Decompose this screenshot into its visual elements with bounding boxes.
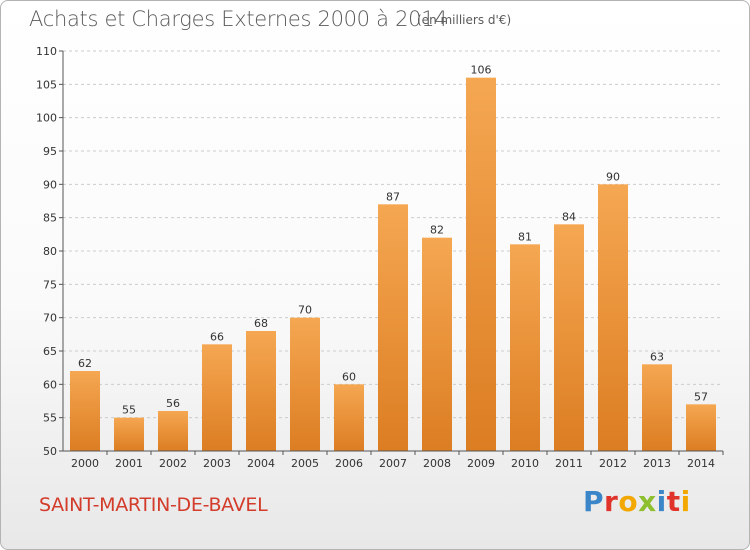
bar (554, 224, 584, 451)
data-label: 81 (518, 230, 532, 243)
chart-unit-note: (en milliers d'€) (417, 13, 512, 27)
x-tick-label: 2003 (203, 457, 231, 470)
data-label: 70 (298, 304, 312, 317)
y-tick-label: 55 (43, 412, 57, 425)
y-tick-label: 50 (43, 445, 57, 458)
bar (158, 411, 188, 451)
data-label: 62 (78, 357, 92, 370)
logo-letter: o (618, 485, 639, 518)
data-label: 90 (606, 170, 620, 183)
data-label: 60 (342, 370, 356, 383)
bars (70, 77, 716, 452)
x-tick-label: 2010 (511, 457, 539, 470)
bar (466, 77, 496, 452)
y-tick-label: 110 (36, 45, 57, 58)
axes: 50 55 60 65 70 75 80 85 90 95 100 105 110 2000 2001 200… (36, 45, 724, 470)
x-tick-label: 2008 (423, 457, 451, 470)
data-label: 56 (166, 397, 180, 410)
bar (202, 344, 232, 451)
x-tick-label: 2004 (247, 457, 275, 470)
data-label: 57 (694, 390, 708, 403)
data-label: 66 (210, 330, 224, 343)
x-tick-label: 2013 (643, 457, 671, 470)
data-label: 82 (430, 224, 444, 237)
x-tick-label: 2012 (599, 457, 627, 470)
y-tick-label: 85 (43, 212, 57, 225)
logo-letter: t (666, 485, 681, 518)
bar (246, 331, 276, 451)
proxiti-logo: Proxiti (583, 485, 691, 518)
y-tick-label: 90 (43, 178, 57, 191)
data-labels: 62 55 56 66 68 70 60 87 82 106 81 84 90 63 57 (78, 64, 708, 417)
bar (510, 244, 540, 451)
x-tick-label: 2009 (467, 457, 495, 470)
x-tick-label: 2002 (159, 457, 187, 470)
bar (114, 417, 144, 451)
logo-letter: P (583, 485, 605, 518)
x-tick-label: 2014 (687, 457, 715, 470)
data-label: 106 (471, 64, 492, 77)
bar (422, 237, 452, 451)
data-label: 87 (386, 190, 400, 203)
y-tick-label: 100 (36, 112, 57, 125)
x-tick-label: 2007 (379, 457, 407, 470)
x-tick-label: 2000 (71, 457, 99, 470)
y-tick-label: 70 (43, 312, 57, 325)
y-tick-label: 60 (43, 378, 57, 391)
logo-letter: i (680, 485, 691, 518)
data-label: 68 (254, 317, 268, 330)
x-tick-label: 2001 (115, 457, 143, 470)
y-tick-label: 65 (43, 345, 57, 358)
y-tick-label: 105 (36, 78, 57, 91)
logo-letter: i (656, 485, 667, 518)
logo-letter: r (604, 485, 619, 518)
x-tick-label: 2006 (335, 457, 363, 470)
chart-title: Achats et Charges Externes 2000 à 2014 (29, 7, 448, 31)
bar (290, 317, 320, 451)
bar (378, 204, 408, 451)
data-label: 84 (562, 210, 576, 223)
bar (686, 404, 716, 451)
x-tick-label: 2011 (555, 457, 583, 470)
x-tick-label: 2005 (291, 457, 319, 470)
bar (70, 371, 100, 451)
bar (642, 364, 672, 451)
logo-letter: x (638, 485, 657, 518)
y-tick-label: 75 (43, 278, 57, 291)
y-tick-label: 95 (43, 145, 57, 158)
y-tick-label: 80 (43, 245, 57, 258)
bar (598, 184, 628, 452)
bar (334, 384, 364, 451)
data-label: 55 (122, 404, 136, 417)
commune-name: SAINT-MARTIN-DE-BAVEL (39, 494, 268, 516)
data-label: 63 (650, 350, 664, 363)
